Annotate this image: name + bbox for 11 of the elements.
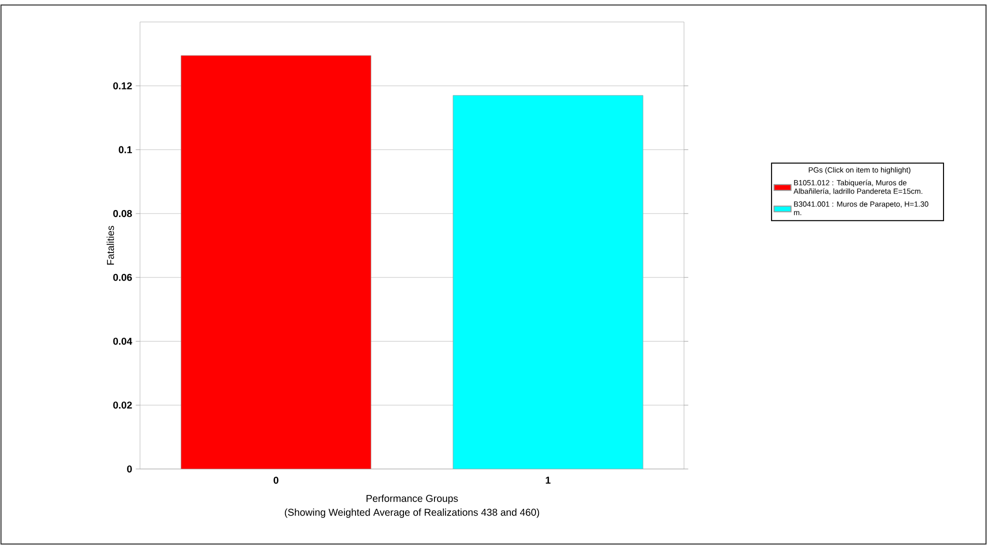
y-tick-label: 0.02: [113, 402, 132, 409]
text: (Showing Weighted Average of Realizations 438 and 460): [284, 508, 540, 518]
x-axis-title: Performance Groups: [366, 494, 458, 504]
y-tick-label: 0.08: [113, 210, 132, 218]
y-tick-label: 0.12: [113, 82, 132, 90]
y-tick-label: 0.06: [113, 274, 132, 281]
x-tick-label: 1: [546, 476, 551, 484]
y-tick-label: 0.1: [118, 146, 132, 154]
y-tick-label: 0: [127, 465, 132, 473]
y-axis-title: Fatalities: [106, 226, 114, 265]
y-tick-label: 0.04: [113, 338, 132, 345]
